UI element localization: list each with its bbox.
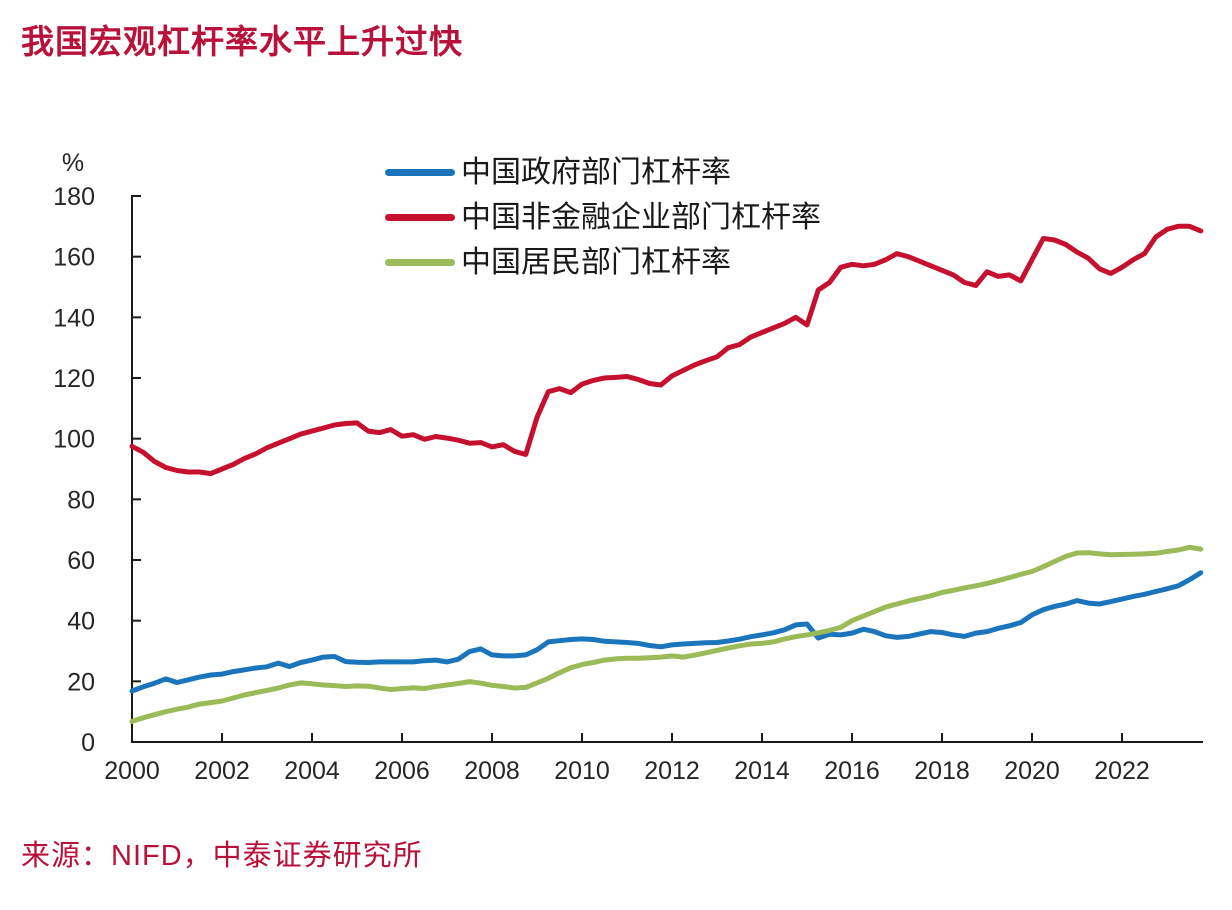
y-axis-tick-label: 100 bbox=[53, 426, 95, 454]
y-axis-tick-label: 40 bbox=[67, 608, 95, 636]
legend-label-3: 中国居民部门杠杆率 bbox=[461, 245, 731, 279]
legend-swatch-2 bbox=[385, 214, 455, 221]
legend-swatch-1 bbox=[385, 169, 455, 176]
series-line-2 bbox=[129, 223, 1204, 477]
y-axis-tick-label: 60 bbox=[67, 547, 95, 575]
y-axis-tick-label: 160 bbox=[53, 244, 95, 272]
series-line-3 bbox=[129, 544, 1204, 724]
y-axis-tick-label: 80 bbox=[67, 486, 95, 514]
y-axis-tick-label: 20 bbox=[67, 668, 95, 696]
y-axis-tick-label: 0 bbox=[81, 729, 95, 757]
x-axis-tick-label: 2002 bbox=[194, 757, 250, 785]
x-axis-tick-label: 2008 bbox=[464, 757, 520, 785]
x-axis-tick-label: 2000 bbox=[104, 757, 160, 785]
legend-label-2: 中国非金融企业部门杠杆率 bbox=[461, 200, 821, 234]
legend: 中国政府部门杠杆率中国非金融企业部门杠杆率 中国居民部门杠杆率 bbox=[385, 150, 821, 285]
x-axis-tick-label: 2010 bbox=[554, 757, 610, 785]
x-axis-tick-label: 2018 bbox=[914, 757, 970, 785]
y-axis-tick-label: 120 bbox=[53, 365, 95, 393]
series-line-1 bbox=[129, 570, 1204, 694]
source-note: 来源：NIFD，中泰证券研究所 bbox=[21, 840, 423, 872]
x-axis-tick-label: 2014 bbox=[734, 757, 790, 785]
x-axis-tick-label: 2022 bbox=[1094, 757, 1150, 785]
x-axis-tick-label: 2012 bbox=[644, 757, 700, 785]
x-axis-tick-label: 2004 bbox=[284, 757, 340, 785]
x-axis-tick-label: 2006 bbox=[374, 757, 430, 785]
legend-item-3: 中国居民部门杠杆率 bbox=[385, 240, 821, 285]
legend-item-2: 中国非金融企业部门杠杆率 bbox=[385, 195, 821, 240]
legend-item-1: 中国政府部门杠杆率 bbox=[385, 150, 821, 195]
chart-title: 我国宏观杠杆率水平上升过快 bbox=[21, 23, 463, 60]
y-axis-tick-label: 180 bbox=[53, 183, 95, 211]
legend-label-1: 中国政府部门杠杆率 bbox=[461, 155, 731, 189]
x-axis-tick-label: 2020 bbox=[1004, 757, 1060, 785]
x-axis-tick-label: 2016 bbox=[824, 757, 880, 785]
legend-swatch-3 bbox=[385, 259, 455, 266]
y-axis-unit-label: % bbox=[62, 149, 84, 177]
y-axis-tick-label: 140 bbox=[53, 304, 95, 332]
